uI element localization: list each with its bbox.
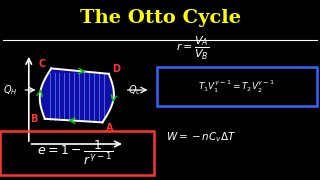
Text: B: B [30,114,38,124]
Text: $e = 1 - \dfrac{1}{r^{\gamma-1}}$: $e = 1 - \dfrac{1}{r^{\gamma-1}}$ [37,139,113,167]
Text: $Q_H$: $Q_H$ [3,83,18,97]
Text: $W = -nC_v\Delta T$: $W = -nC_v\Delta T$ [166,130,237,144]
Text: The Otto Cycle: The Otto Cycle [79,9,241,27]
Text: A: A [106,123,113,133]
Polygon shape [40,68,114,122]
Text: $T_1 V_1^{\gamma-1} = T_2 V_2^{\gamma-1}$: $T_1 V_1^{\gamma-1} = T_2 V_2^{\gamma-1}… [198,78,275,94]
Text: C: C [38,59,46,69]
Text: D: D [112,64,120,74]
Text: $Q_c$: $Q_c$ [128,83,141,97]
Text: $r = \dfrac{V_A}{V_B}$: $r = \dfrac{V_A}{V_B}$ [176,35,210,62]
